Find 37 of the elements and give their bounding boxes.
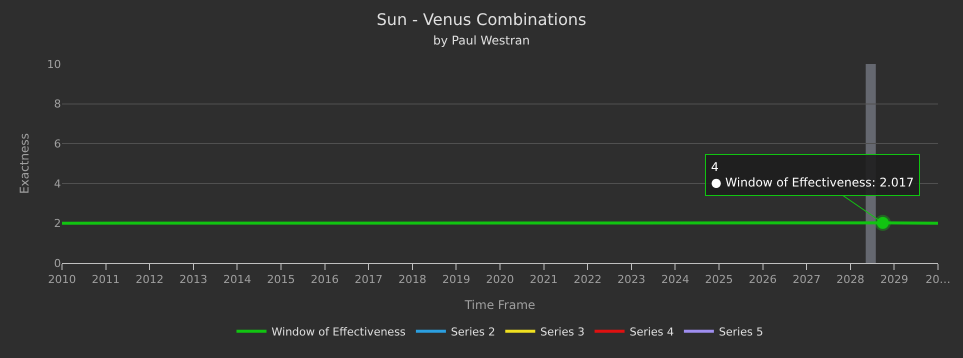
chart-title: Sun - Venus Combinations	[376, 10, 586, 30]
legend-label: Series 4	[630, 326, 674, 339]
y-tick-label: 8	[54, 98, 61, 111]
x-tick-label: 2020	[486, 273, 514, 286]
x-tick-label: 2021	[530, 273, 558, 286]
y-tick-label: 2	[54, 217, 61, 230]
x-tick-label: 2015	[267, 273, 295, 286]
chart-subtitle: by Paul Westran	[433, 34, 530, 48]
x-tick-label: 2014	[223, 273, 252, 286]
annotation: 4 ● Window of Effectiveness: 2.017	[711, 160, 914, 190]
legend-label: Series 5	[718, 326, 764, 339]
y-tick-label: 0	[54, 256, 61, 270]
x-tick-label: 2011	[92, 273, 120, 286]
x-tick-label: 2019	[442, 273, 470, 286]
y-tick-label: 10	[47, 58, 61, 71]
x-tick-label: 2027	[792, 273, 821, 286]
x-tick-label: 2023	[617, 273, 646, 286]
x-axis-title: Time Frame	[464, 298, 536, 312]
legend-label: Window of Effectiveness	[272, 326, 406, 339]
x-tick-label: 2028	[836, 273, 864, 286]
legend-label: Series 2	[450, 326, 496, 339]
x-tick-label: 2029	[880, 273, 908, 286]
x-tick-label: 2026	[748, 273, 777, 286]
x-tick-label: 2010	[48, 273, 76, 286]
x-tick-label: 2025	[705, 273, 733, 286]
y-tick-label: 4	[54, 177, 61, 190]
y-tick-label: 6	[54, 137, 61, 150]
x-tick-label: 2017	[354, 273, 383, 286]
x-tick-label: 2018	[398, 273, 426, 286]
y-axis-title: Exactness	[17, 133, 32, 194]
x-tick-label: 2024	[661, 273, 690, 286]
x-tick-label: 2022	[574, 273, 602, 286]
legend-label: Series 3	[540, 326, 585, 339]
x-tick-label: 20…	[926, 273, 950, 286]
x-tick-label: 2016	[310, 273, 339, 286]
x-tick-label: 2012	[136, 273, 164, 286]
x-tick-label: 2013	[179, 273, 208, 286]
